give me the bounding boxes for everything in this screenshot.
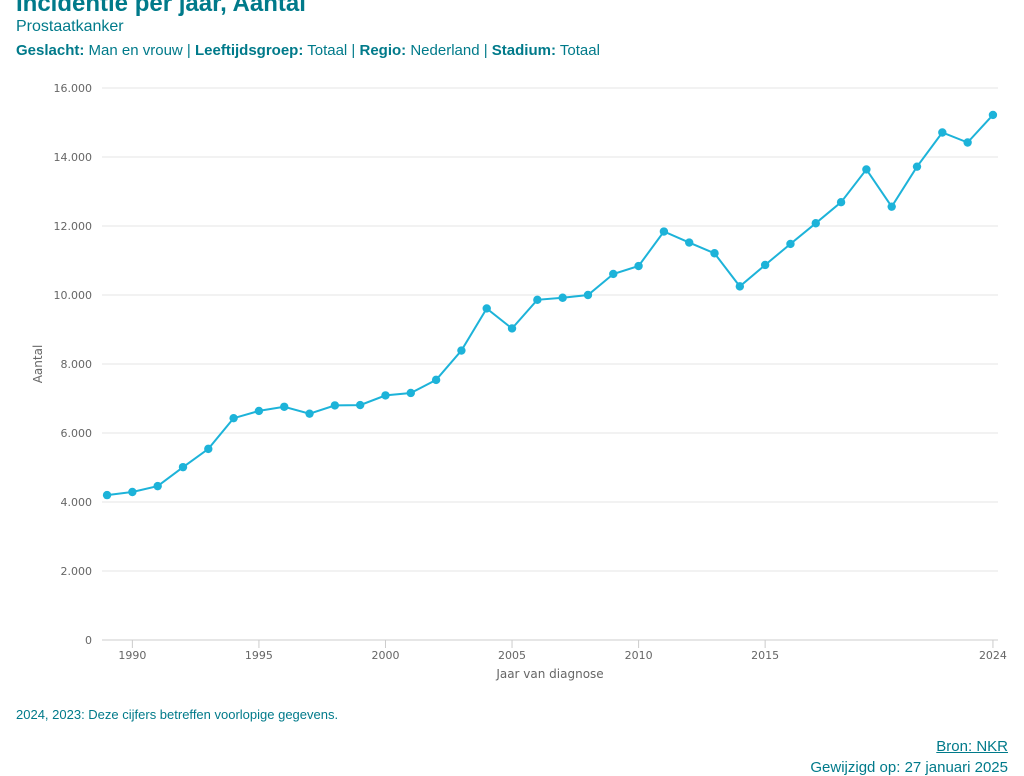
data-point[interactable] — [330, 401, 340, 410]
data-point[interactable] — [685, 238, 694, 247]
x-tick-label: 2015 — [751, 649, 779, 662]
data-point[interactable] — [229, 413, 238, 423]
page-title: Incidentie per jaar, Aantal — [16, 0, 306, 17]
filter-label: Geslacht: — [16, 42, 85, 59]
data-point[interactable] — [507, 324, 517, 333]
data-point[interactable] — [609, 269, 618, 279]
data-point[interactable] — [811, 219, 820, 228]
data-point[interactable] — [963, 138, 972, 147]
data-point[interactable] — [862, 165, 871, 174]
filter-label: Leeftijdsgroep: — [194, 42, 304, 59]
data-point[interactable] — [659, 227, 669, 236]
data-point[interactable] — [988, 110, 998, 120]
filter-value: Totaal — [307, 42, 348, 59]
y-tick-label: 4.000 — [61, 496, 93, 509]
data-point[interactable] — [178, 462, 188, 472]
data-point[interactable] — [558, 293, 567, 302]
data-point[interactable] — [457, 346, 466, 355]
page-subtitle: Prostaatkanker — [16, 18, 124, 35]
data-point[interactable] — [102, 490, 112, 500]
y-axis-label: Aantal — [31, 345, 45, 384]
y-tick-label: 2.000 — [61, 565, 93, 578]
data-point[interactable] — [254, 406, 264, 416]
data-point[interactable] — [406, 388, 415, 398]
filter-separator: | — [347, 42, 360, 59]
data-point[interactable] — [836, 197, 846, 207]
filter-label: Regio: — [359, 42, 407, 59]
data-point[interactable] — [583, 290, 593, 300]
y-tick-label: 6.000 — [61, 427, 93, 440]
filter-label: Stadium: — [491, 42, 556, 59]
data-point[interactable] — [128, 487, 137, 497]
y-tick-label: 14.000 — [54, 151, 93, 164]
y-tick-label: 0 — [85, 634, 92, 647]
filter-value: Nederland — [410, 42, 480, 59]
series-line — [106, 114, 994, 497]
data-point[interactable] — [431, 375, 441, 385]
data-point[interactable] — [482, 304, 491, 313]
filter-value: Man en vrouw — [88, 42, 183, 59]
data-point[interactable] — [533, 295, 542, 305]
x-tick-label: 1990 — [118, 649, 146, 662]
data-point[interactable] — [280, 402, 289, 411]
data-point[interactable] — [938, 128, 947, 137]
filter-separator: | — [182, 42, 195, 59]
x-tick-label: 2010 — [625, 649, 653, 662]
data-point[interactable] — [710, 249, 719, 258]
data-point[interactable] — [887, 202, 896, 211]
filter-separator: | — [479, 42, 492, 59]
x-tick-label: 1995 — [245, 649, 273, 662]
source-link[interactable]: Bron: NKR — [936, 738, 1008, 755]
y-tick-label: 8.000 — [61, 358, 93, 371]
x-axis-label: Jaar van diagnose — [495, 667, 603, 681]
data-point[interactable] — [204, 444, 213, 454]
data-point[interactable] — [760, 260, 770, 270]
filter-value: Totaal — [559, 42, 600, 59]
preliminary-data-note: 2024, 2023: Deze cijfers betreffen voorl… — [16, 707, 339, 722]
data-point[interactable] — [355, 400, 365, 410]
data-point[interactable] — [153, 481, 162, 491]
incidence-line-chart: 0 2.000 4.000 6.000 8.000 10.000 12.000 14.000 1… — [31, 82, 1007, 681]
filter-summary: Geslacht: Man en vrouw | Leeftijdsgroep:… — [16, 42, 616, 60]
data-point[interactable] — [634, 261, 643, 271]
x-tick-label: 2024 — [979, 649, 1007, 662]
data-point[interactable] — [305, 409, 314, 418]
y-tick-label: 16.000 — [54, 82, 93, 95]
data-point[interactable] — [912, 162, 922, 171]
data-point[interactable] — [786, 239, 795, 249]
y-tick-label: 10.000 — [54, 289, 93, 302]
x-tick-label: 2000 — [371, 649, 399, 662]
x-tick-label: 2005 — [498, 649, 526, 662]
data-point[interactable] — [381, 391, 390, 400]
y-tick-label: 12.000 — [54, 220, 93, 233]
data-point[interactable] — [735, 282, 745, 291]
